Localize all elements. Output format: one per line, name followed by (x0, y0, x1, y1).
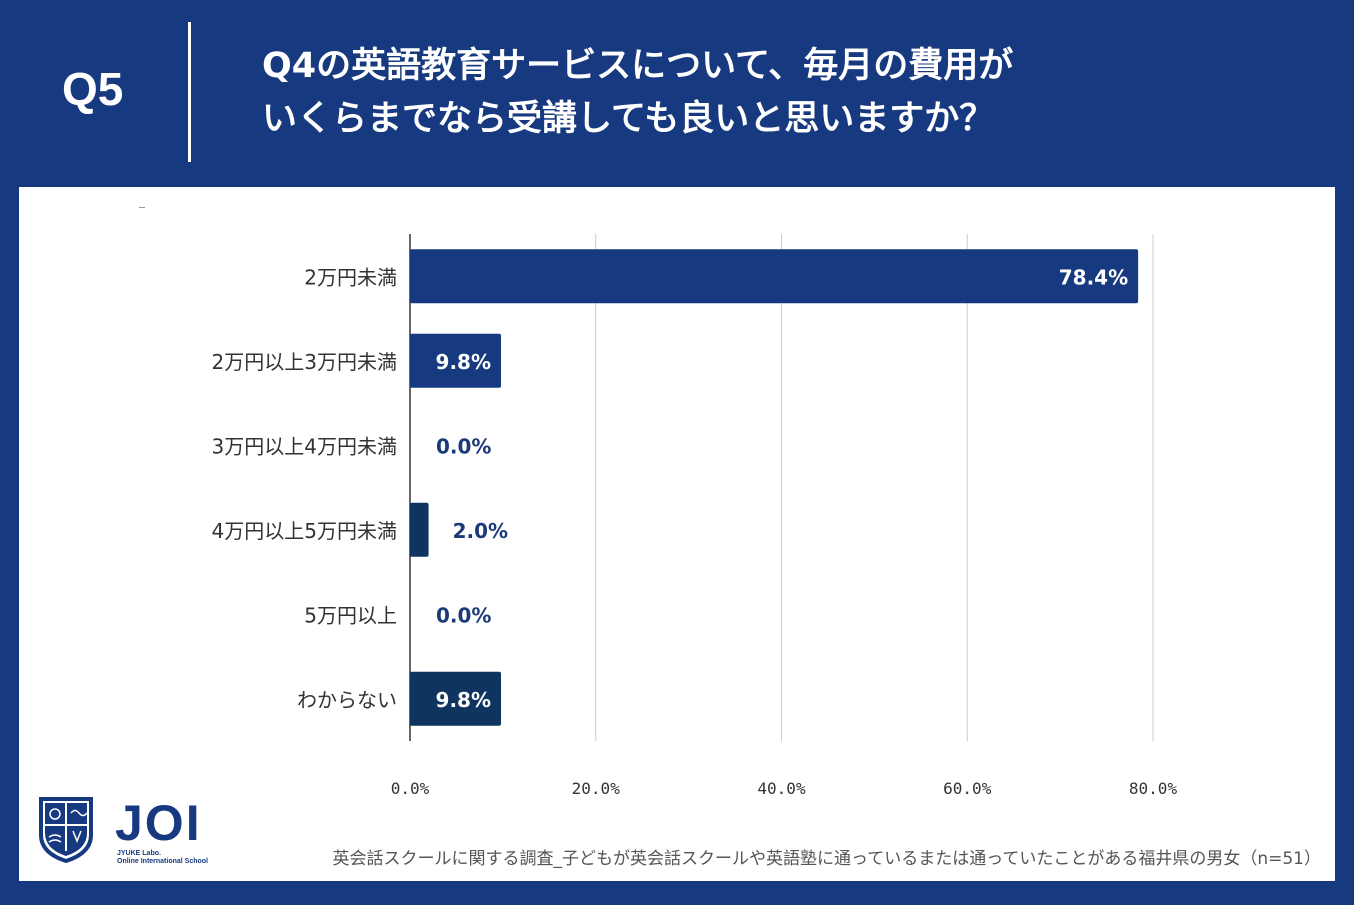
survey-footnote: 英会話スクールに関する調査_子どもが英会話スクールや英語塾に通っているまたは通っ… (332, 849, 1321, 869)
category-label: 4万円以上5万円未満 (212, 519, 397, 543)
logo-wordmark: JOI (115, 795, 202, 851)
x-tick-label: 40.0% (757, 779, 806, 798)
shield-icon (39, 797, 93, 864)
logo-subtitle-2: Online International School (117, 858, 209, 865)
value-label: 9.8% (436, 688, 491, 712)
x-tick-label: 80.0% (1129, 779, 1178, 798)
decorative-dash (139, 207, 145, 208)
x-tick-label: 0.0% (391, 779, 430, 798)
question-number: Q5 (62, 63, 124, 115)
x-tick-label: 60.0% (943, 779, 992, 798)
value-label: 78.4% (1059, 265, 1128, 289)
joi-logo: JOI JYUKE Labo. Online International Sch… (37, 795, 217, 867)
question-line-2: いくらまでなら受講しても良いと思いますか？ (262, 99, 995, 139)
category-label: 3万円以上4万円未満 (212, 434, 397, 458)
category-label: 2万円以上3万円未満 (212, 350, 397, 374)
bar-chart: 0.0% 20.0% 40.0% 60.0% 80.0% 2万円未満 78.4% 2万円以上3… (212, 234, 1178, 798)
header-divider (188, 22, 191, 162)
question-line-1: Q4の英語教育サービスについて、毎月の費用が (262, 46, 1014, 86)
x-tick-label: 20.0% (572, 779, 621, 798)
value-label: 0.0% (436, 434, 491, 458)
value-label: 2.0% (453, 519, 508, 543)
bar (410, 249, 1139, 304)
logo-subtitle-1: JYUKE Labo. (117, 850, 161, 857)
value-label: 9.8% (436, 350, 491, 374)
bar (410, 333, 502, 388)
value-label: 0.0% (436, 603, 491, 627)
bar (410, 502, 429, 557)
category-label: わからない (297, 688, 397, 712)
bar (410, 671, 502, 726)
chart-panel: 0.0% 20.0% 40.0% 60.0% 80.0% 2万円未満 78.4% 2万円以上3… (19, 187, 1335, 881)
category-label: 5万円以上 (304, 603, 397, 627)
category-label: 2万円未満 (304, 265, 397, 289)
question-title: Q4の英語教育サービスについて、毎月の費用が いくらまでなら受講しても良いと思い… (262, 40, 1322, 146)
